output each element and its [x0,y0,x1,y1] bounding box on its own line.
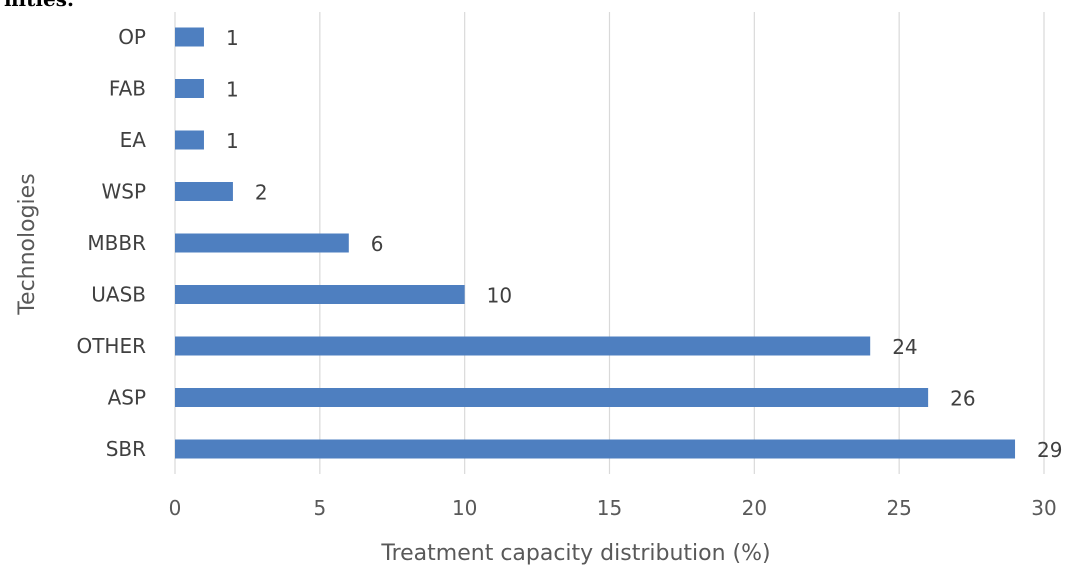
category-label: WSP [101,180,146,204]
data-label: 1 [226,26,239,50]
top-text-fragment: nities. [4,0,74,11]
category-label: OP [118,25,146,49]
x-axis-title: Treatment capacity distribution (%) [380,541,770,566]
category-label: FAB [109,77,146,101]
data-label: 26 [950,387,975,411]
bar-asp [175,388,929,407]
x-tick-label: 15 [597,496,622,520]
category-label: UASB [91,283,146,307]
bar-mbbr [175,233,349,253]
x-tick-label: 25 [886,496,911,520]
data-label: 10 [487,284,512,308]
bar-ea [175,130,204,150]
bar-other [175,336,871,356]
data-label: 1 [226,129,239,153]
gridlines [174,12,1045,474]
bars [175,27,1016,459]
x-tick-label: 20 [742,496,767,520]
x-tick-label: 5 [313,496,326,520]
category-label: EA [120,128,147,152]
data-label: 2 [255,181,268,205]
category-label: MBBR [87,231,146,255]
data-label: 24 [892,335,917,359]
bar-uasb [175,285,465,304]
bar-sbr [175,439,1016,459]
category-label: OTHER [76,334,146,358]
data-label: 6 [371,232,384,256]
data-label: 29 [1037,438,1062,462]
data-labels: 29 26 24 10 6 2 1 1 1 [226,26,1063,462]
x-tick-label: 0 [169,496,182,520]
x-tick-label: 30 [1031,496,1056,520]
category-label: ASP [108,386,146,410]
data-label: 1 [226,78,239,102]
x-tick-labels: 0 5 10 15 20 25 30 [169,496,1057,520]
y-axis-title: Technologies [15,173,40,315]
bar-op [175,27,204,47]
bar-wsp [175,182,233,201]
x-tick-label: 10 [452,496,477,520]
category-labels: SBR ASP OTHER UASB MBBR WSP EA FAB OP [76,25,146,461]
category-label: SBR [106,437,146,461]
bar-fab [175,79,204,98]
